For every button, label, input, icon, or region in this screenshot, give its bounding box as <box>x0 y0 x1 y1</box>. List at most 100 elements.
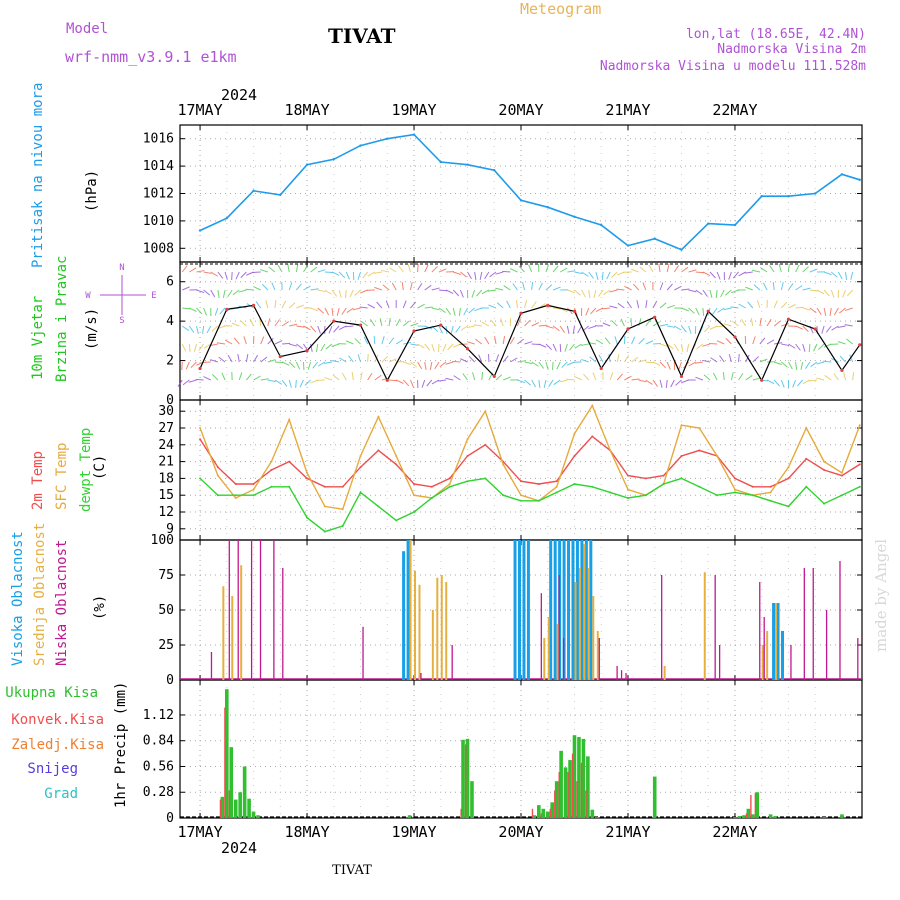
wind-barb <box>238 372 243 381</box>
temp-unit: (C) <box>92 455 108 480</box>
wind-barb <box>196 289 205 294</box>
wind-barb <box>830 289 835 298</box>
wind-barb <box>367 271 376 277</box>
y-tick-label: 0 <box>166 673 174 688</box>
wind-barb <box>543 379 547 388</box>
wind-barb <box>645 379 653 385</box>
wind-barb <box>320 343 326 352</box>
wind-barb <box>773 320 781 327</box>
wind-barb <box>759 318 762 327</box>
wind-barb <box>295 361 301 370</box>
wind-barb <box>219 307 226 315</box>
temp-point-2 <box>609 491 612 494</box>
temp-point-0 <box>823 469 826 471</box>
wind-barb <box>295 283 302 291</box>
wind-barb <box>374 374 382 381</box>
wind-barb <box>678 361 682 370</box>
wind-barb <box>688 289 697 293</box>
wind-barb <box>626 301 632 309</box>
pressure-line <box>199 133 861 251</box>
precip-total-bar <box>559 750 563 818</box>
pressure-point <box>252 189 255 192</box>
wind-barb <box>574 375 582 381</box>
wind-barb <box>752 269 761 273</box>
wind-barb <box>289 323 298 327</box>
cloud-bar-0 <box>580 540 584 680</box>
wind-barb <box>553 307 562 310</box>
temp-point-2 <box>769 499 772 502</box>
wind-barb <box>438 268 447 273</box>
pressure-point <box>225 216 229 220</box>
wind-barb <box>317 307 325 314</box>
cloud-bar-1 <box>592 596 595 680</box>
wind-barb <box>352 307 361 311</box>
precip-legend-0: Ukupna Kisa <box>5 685 98 701</box>
wind-barb <box>552 343 557 352</box>
wind-barb <box>476 289 483 297</box>
wind-barb <box>548 379 554 387</box>
wind-barb <box>376 301 383 309</box>
precip-total-bar <box>242 766 247 818</box>
wind-barb <box>673 265 680 273</box>
wind-barb <box>481 371 484 381</box>
wind-speed-point <box>813 327 817 331</box>
wind-barb <box>730 306 739 309</box>
wind-barb <box>331 307 334 316</box>
wind-barb <box>538 379 541 388</box>
wind-barb <box>577 325 583 334</box>
cloud-bar-2 <box>825 610 828 680</box>
coords-label: lon,lat (18.65E, 42.4N) <box>686 27 866 42</box>
wind-barb <box>845 271 848 280</box>
wind-barb <box>645 340 654 345</box>
wind-speed-point <box>198 366 202 371</box>
temp-point-1 <box>805 427 808 429</box>
wind-barb <box>715 289 718 299</box>
temp-point-0 <box>234 483 237 485</box>
wind-barb <box>666 264 670 273</box>
cloud-bar-1 <box>583 544 586 680</box>
cloud-bar-0 <box>526 540 530 680</box>
wind-barb <box>842 289 846 298</box>
wind-barb <box>720 289 725 298</box>
cloud-bar-1 <box>436 577 439 680</box>
temp-point-0 <box>733 477 736 480</box>
wind-barb <box>604 337 611 345</box>
wind-barb <box>357 354 362 363</box>
wind-barb <box>837 341 846 345</box>
wind-barb <box>837 325 846 328</box>
wind-barb <box>382 284 390 291</box>
wind-barb <box>666 361 671 370</box>
temp-point-2 <box>733 491 736 494</box>
temp-point-2 <box>573 483 576 485</box>
wind-barb <box>182 286 190 291</box>
temp-point-2 <box>626 497 629 499</box>
wind-barb <box>500 318 504 327</box>
wind-barb <box>816 307 822 315</box>
wind-barb <box>354 289 361 296</box>
wind-barb <box>312 361 319 369</box>
wind-barb <box>267 359 276 363</box>
wind-barb <box>636 300 640 309</box>
wind-barb <box>288 282 293 291</box>
wind-barb <box>588 271 594 279</box>
wind-barb <box>388 337 395 345</box>
pressure-point <box>439 160 442 164</box>
wind-barb <box>774 361 782 366</box>
temp-point-1 <box>787 466 790 469</box>
temp-point-2 <box>680 477 683 480</box>
wind-barb <box>502 376 511 381</box>
wind-barb <box>426 379 433 387</box>
temp-point-2 <box>323 530 326 533</box>
wind-barb <box>274 319 280 327</box>
wind-barb <box>614 336 618 345</box>
temp-point-0 <box>662 474 665 477</box>
wind-barb <box>331 271 340 276</box>
temp-point-1 <box>609 449 612 452</box>
precip-legend-2: Zaledj.Kisa <box>11 737 104 753</box>
day-label-top: 20MAY <box>498 101 543 119</box>
wind-barb <box>645 361 654 364</box>
wind-barb <box>800 361 804 370</box>
cloud-bar-0 <box>571 540 575 680</box>
temp-point-0 <box>573 455 576 457</box>
pressure-point <box>493 169 496 172</box>
